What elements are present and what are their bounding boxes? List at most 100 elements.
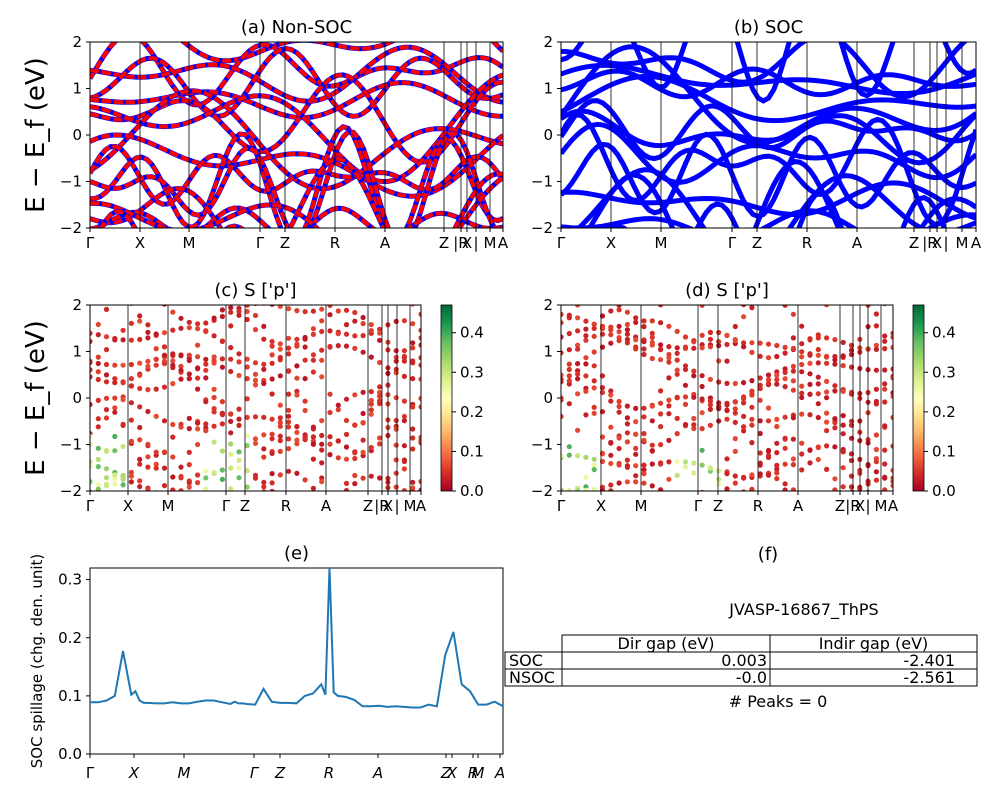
band-point <box>103 481 110 487</box>
band-point <box>658 442 664 448</box>
band-point <box>120 474 126 480</box>
band-point <box>765 405 772 411</box>
band-point <box>832 476 838 482</box>
band-point <box>302 376 308 382</box>
band-point <box>302 407 308 414</box>
band-point <box>269 431 275 437</box>
band-point <box>394 541 399 546</box>
band-point <box>840 388 846 394</box>
x-tick-label: R <box>468 764 478 782</box>
band-point <box>699 426 705 432</box>
band-point <box>824 443 830 449</box>
band-point <box>674 357 680 363</box>
band-point <box>310 456 316 462</box>
band-point <box>137 336 143 343</box>
band-point <box>774 296 779 301</box>
band-point <box>393 484 399 490</box>
band-point <box>583 388 589 394</box>
band-point <box>583 373 589 379</box>
band-point <box>707 465 714 471</box>
band-point <box>95 456 101 463</box>
band-point <box>765 377 772 383</box>
band-point <box>832 487 838 491</box>
band-point <box>641 431 647 437</box>
band-point <box>360 349 366 355</box>
band-point <box>219 307 225 313</box>
band-point <box>401 413 407 420</box>
band-point <box>658 487 664 491</box>
band-point <box>765 418 772 424</box>
band-point <box>840 484 846 490</box>
band-point <box>566 452 572 458</box>
band-point <box>774 416 780 422</box>
band-point <box>608 452 614 458</box>
band-point <box>733 539 738 544</box>
band-point <box>195 354 201 360</box>
band-point <box>128 400 134 406</box>
band-point <box>757 340 763 346</box>
band-point <box>873 477 880 483</box>
band-point <box>561 320 564 326</box>
band-point <box>608 424 614 430</box>
band-point <box>343 322 350 328</box>
band-point <box>624 321 631 328</box>
band-point <box>311 517 316 522</box>
band-point <box>352 309 358 316</box>
band-point <box>186 484 192 490</box>
band-point <box>732 380 738 387</box>
band-point <box>608 327 614 333</box>
band-point <box>112 297 117 302</box>
band-point <box>244 308 250 315</box>
band-point <box>393 366 399 372</box>
band-point <box>741 424 747 430</box>
x-tick-label: A <box>852 234 863 252</box>
band-point <box>352 537 357 542</box>
band-point <box>816 540 821 545</box>
band-point <box>236 526 241 531</box>
band-point <box>807 381 813 387</box>
band-point <box>212 520 217 525</box>
band-point <box>591 467 597 473</box>
band-point <box>633 431 639 437</box>
band-lines-b <box>561 42 976 228</box>
band-point <box>591 404 597 410</box>
y-tick-label: 1 <box>543 80 553 98</box>
band-point <box>336 548 341 553</box>
band-point <box>302 357 308 363</box>
x-tick-label: A <box>494 764 505 782</box>
band-point <box>203 428 209 434</box>
band-point <box>401 318 407 324</box>
band-point <box>112 448 118 454</box>
band-point <box>286 413 292 419</box>
band-point <box>749 340 755 346</box>
band-point <box>319 460 325 466</box>
band-point <box>741 516 746 521</box>
band-point <box>261 494 266 499</box>
band-point <box>178 363 184 369</box>
band-point <box>310 352 316 358</box>
x-tick-label: Z <box>280 234 290 252</box>
band-point <box>641 467 647 473</box>
band-point <box>236 359 242 365</box>
y-tick-label: −1 <box>531 173 553 191</box>
colorbar-tick-label: 0.0 <box>460 482 484 500</box>
band-point <box>608 460 614 467</box>
band-point <box>277 341 283 347</box>
band-point <box>724 332 730 339</box>
band-point <box>327 328 333 334</box>
band-point <box>103 407 110 413</box>
band-point <box>882 461 888 467</box>
band-point <box>410 485 416 491</box>
band-point <box>832 353 838 360</box>
band-point <box>269 416 275 422</box>
band-point <box>790 387 797 393</box>
band-point <box>757 462 763 468</box>
band-point <box>261 454 267 460</box>
band-point <box>120 337 126 343</box>
band-point <box>368 444 374 451</box>
band-point <box>608 340 614 346</box>
band-point <box>269 471 275 477</box>
band-point <box>708 516 713 521</box>
band-point <box>90 441 93 448</box>
